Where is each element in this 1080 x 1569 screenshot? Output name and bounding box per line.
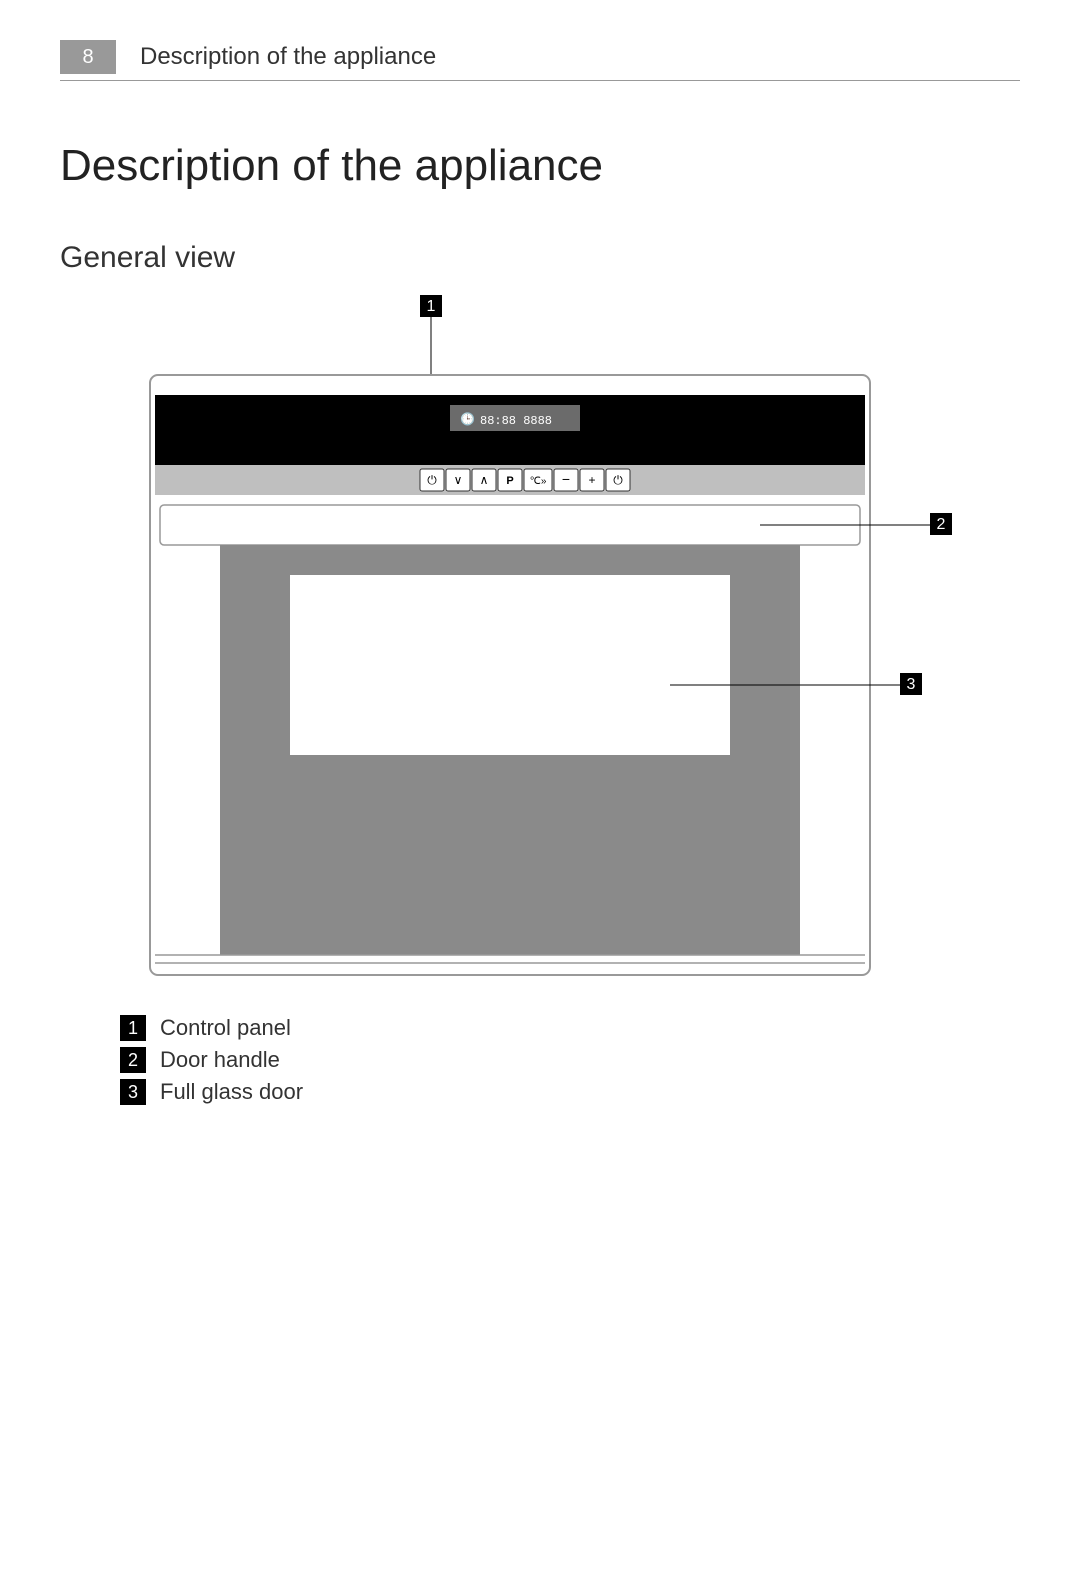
- btn-up-icon: ∧: [480, 473, 489, 487]
- btn-plus-icon: +: [588, 473, 595, 487]
- button-row: ⏻ ∨ ∧ P ℃» − + ⏻: [420, 469, 630, 491]
- legend-text: Door handle: [160, 1047, 280, 1073]
- main-content: Description of the appliance General vie…: [60, 141, 1020, 1105]
- section-title: General view: [60, 241, 1020, 275]
- legend-item: 1 Control panel: [120, 1015, 1020, 1041]
- legend-text: Full glass door: [160, 1079, 303, 1105]
- btn-power2-icon: ⏻: [613, 473, 623, 487]
- legend-num: 3: [128, 1082, 138, 1103]
- header-title: Description of the appliance: [140, 43, 436, 71]
- legend-num: 2: [128, 1050, 138, 1071]
- display-clock-icon: 🕒: [460, 412, 475, 427]
- display-segments: 88:88 8888: [480, 414, 552, 428]
- legend-item: 2 Door handle: [120, 1047, 1020, 1073]
- btn-temp-icon: ℃»: [530, 476, 547, 487]
- btn-p: P: [506, 475, 513, 487]
- legend-num: 1: [128, 1018, 138, 1039]
- page-number-box: 8: [60, 40, 116, 74]
- page-header: 8 Description of the appliance: [60, 40, 1020, 81]
- btn-minus-icon: −: [562, 471, 570, 487]
- page-title: Description of the appliance: [60, 141, 1020, 191]
- callout-1-num: 1: [427, 298, 436, 315]
- callout-3-num: 3: [907, 676, 916, 693]
- legend-num-box: 2: [120, 1047, 146, 1073]
- page-number: 8: [82, 46, 93, 69]
- btn-power-icon: ⏻: [427, 473, 437, 487]
- legend-num-box: 1: [120, 1015, 146, 1041]
- legend-item: 3 Full glass door: [120, 1079, 1020, 1105]
- legend-num-box: 3: [120, 1079, 146, 1105]
- appliance-diagram: 1 🕒 88:88 8888 ⏻ ∨ ∧ P: [100, 295, 1020, 995]
- callout-2-num: 2: [937, 516, 946, 533]
- legend-text: Control panel: [160, 1015, 291, 1041]
- legend: 1 Control panel 2 Door handle 3 Full gla…: [120, 1015, 1020, 1105]
- btn-down-icon: ∨: [454, 473, 463, 487]
